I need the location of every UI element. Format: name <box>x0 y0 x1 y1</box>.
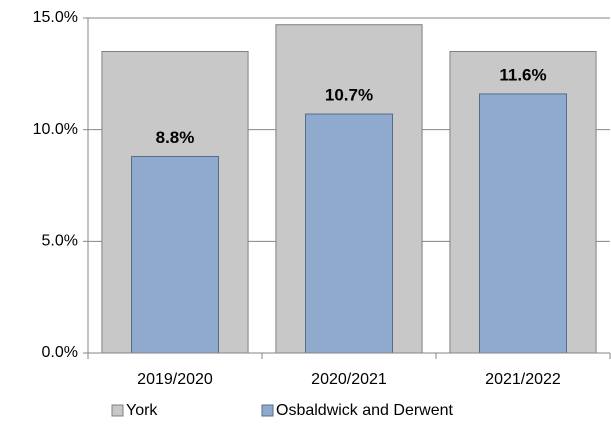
bar <box>131 155 219 354</box>
bar <box>305 113 393 354</box>
bar <box>479 93 567 354</box>
legend-label: York <box>126 402 158 419</box>
x-tick-label: 2020/2021 <box>311 371 387 388</box>
legend-label: Osbaldwick and Derwent <box>276 402 454 419</box>
data-label: 10.7% <box>325 86 373 105</box>
data-label: 11.6% <box>499 65 546 84</box>
legend-swatch <box>111 404 124 417</box>
x-tick-label: 2021/2022 <box>485 371 561 388</box>
data-label: 8.8% <box>156 128 195 147</box>
x-tick-label: 2019/2020 <box>137 371 213 388</box>
y-tick-label: 0.0% <box>42 344 78 361</box>
y-tick-label: 5.0% <box>42 233 78 250</box>
y-tick-label: 15.0% <box>33 9 78 26</box>
legend-swatch <box>261 404 274 417</box>
y-tick-label: 10.0% <box>33 121 78 138</box>
